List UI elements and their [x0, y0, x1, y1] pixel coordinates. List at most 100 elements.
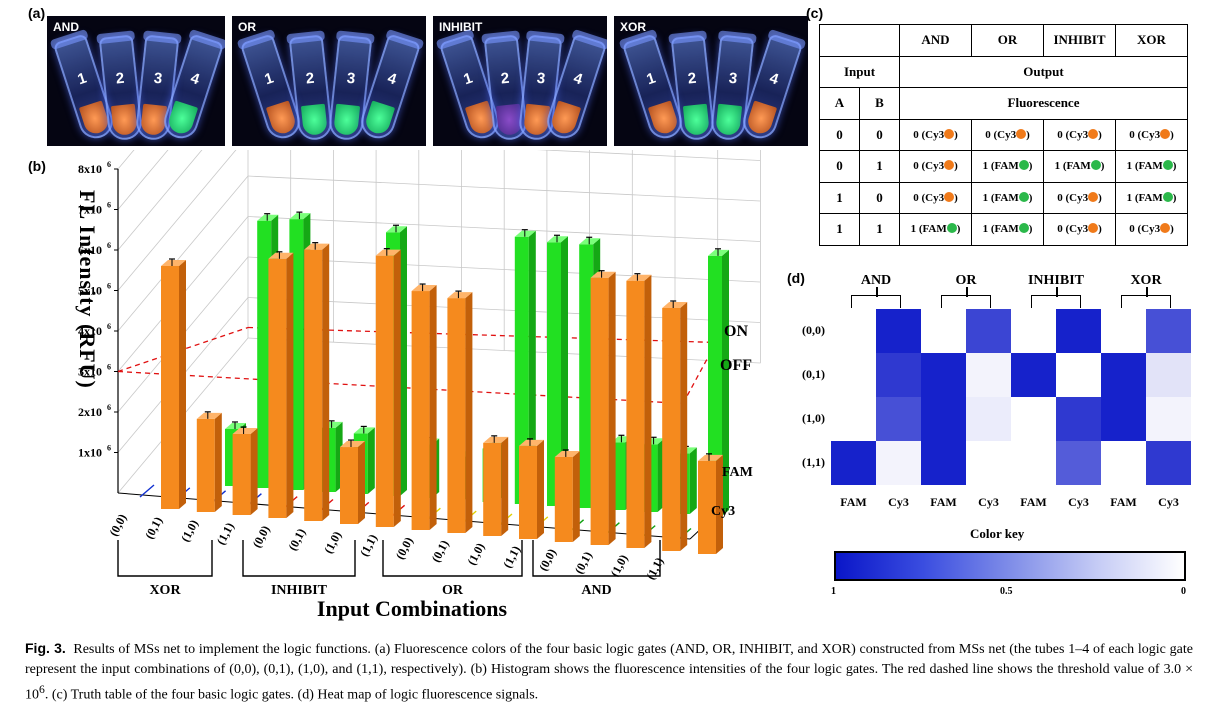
- tt-output-cell: 0 (Cy3): [899, 150, 972, 183]
- tt-input-b: 1: [859, 150, 900, 183]
- bar-cy3-front: [411, 291, 430, 530]
- bar-chart-3d: 1x10 6 2x10 6 3x10 6 4x10 6 5x10 6 6x10 6 7x10 6 8x10 6…: [75, 150, 761, 621]
- tt-output-cell: 1 (FAM): [1115, 181, 1188, 214]
- orange-dot-icon: [1160, 223, 1171, 234]
- category-label: (1,0): [607, 552, 630, 579]
- heatmap-cell: [1011, 353, 1056, 397]
- photo-or: OR 1 2 3 4: [232, 16, 426, 146]
- color-key-tick-1: 1: [831, 586, 836, 597]
- chart-bars: [161, 211, 729, 554]
- tube-number: 1: [644, 69, 658, 89]
- bar-cy3-front: [626, 280, 645, 548]
- heatmap-col-label: FAM: [1110, 495, 1137, 509]
- y-tick-label: 7x10: [78, 203, 102, 217]
- errbar-cy3: [204, 411, 211, 419]
- green-dot-icon: [1018, 223, 1029, 234]
- tube-number: 3: [536, 69, 547, 88]
- depth-label-fam: FAM: [722, 465, 753, 480]
- tt-close-paren: ): [1098, 223, 1102, 236]
- y-tick-label: 1x10: [78, 446, 102, 460]
- category-label: (1,1): [643, 555, 666, 582]
- color-key-title: Color key: [970, 526, 1025, 541]
- green-dot-icon: [1090, 160, 1101, 171]
- tt-close-paren: ): [1028, 191, 1033, 204]
- color-key-tick-0: 0: [1181, 586, 1186, 597]
- errbar-cy3: [312, 242, 319, 250]
- category-label: (1,1): [357, 532, 380, 559]
- bar-cy3-top: [304, 243, 330, 250]
- group-bracket: [242, 540, 356, 577]
- tt-output-cell: 1 (FAM): [971, 150, 1044, 183]
- errbar-cy3: [491, 435, 498, 443]
- heatmap-col-label: FAM: [840, 495, 867, 509]
- errbar-cy3: [634, 273, 641, 281]
- group-label: OR: [442, 583, 464, 598]
- category-label: (1,0): [464, 541, 487, 568]
- bar-cy3-top: [196, 412, 222, 419]
- bar-cy3-front: [519, 445, 537, 539]
- tt-gate-header: XOR: [1115, 24, 1188, 57]
- tt-output-text: 0 (Cy3: [985, 128, 1017, 141]
- errbar-cy3: [419, 283, 426, 292]
- tube-liquid: [166, 100, 199, 137]
- tt-close-paren: ): [1170, 223, 1174, 236]
- errbar-fam: [360, 425, 367, 434]
- errbar-fam: [554, 234, 560, 243]
- bar-cy3-front: [268, 258, 287, 518]
- tt-corner: [819, 24, 900, 57]
- category-label: (1,0): [178, 517, 201, 544]
- heatmap-cell: [966, 441, 1011, 485]
- tt-output-text: 1 (FAM: [982, 160, 1019, 173]
- heatmap-col-label: Cy3: [978, 495, 999, 509]
- bar-cy3-side: [572, 450, 580, 542]
- tube-number: 4: [767, 69, 781, 89]
- tube-liquid: [139, 103, 167, 136]
- heatmap-cell: [1056, 353, 1101, 397]
- bar-cy3-front: [554, 456, 573, 542]
- category-label: (1,0): [321, 529, 344, 556]
- y-tick-label: 3x10: [78, 365, 102, 379]
- bar-cy3-top: [161, 260, 186, 266]
- bar-cy3-side: [250, 428, 258, 515]
- bar-cy3: [483, 436, 509, 536]
- tt-output-text: 1 (FAM: [1126, 191, 1163, 204]
- y-tick-exp: 6: [107, 444, 111, 453]
- bar-fam: [514, 230, 536, 504]
- heatmap-cell: [831, 309, 876, 353]
- bar-cy3-top: [554, 450, 580, 457]
- tt-output-cell: 0 (Cy3): [1043, 213, 1116, 246]
- tt-output-text: 0 (Cy3: [1057, 223, 1089, 236]
- heatmap-row-label: (0,0): [802, 323, 825, 337]
- tt-gate-header: INHIBIT: [1043, 24, 1116, 57]
- group-bracket: [532, 540, 661, 577]
- heatmap-cell: [1101, 353, 1146, 397]
- tube-liquid: [715, 103, 743, 136]
- heatmap-gate-label: AND: [860, 273, 892, 288]
- tube-liquid: [300, 103, 328, 136]
- tt-output-cell: 0 (Cy3): [899, 118, 972, 151]
- green-dot-icon: [1162, 160, 1173, 171]
- caption-exp: 6: [39, 683, 45, 696]
- figure-caption: Fig. 3. Results of MSs net to implement …: [25, 638, 1193, 706]
- heatmap-cell: [966, 309, 1011, 353]
- orange-dot-icon: [1160, 128, 1171, 139]
- bar-cy3-side: [680, 302, 688, 551]
- heatmap-bracket-stem: [1146, 287, 1148, 297]
- y-tick-exp: 6: [107, 322, 111, 331]
- orange-dot-icon: [1016, 128, 1027, 139]
- heatmap-gate-label: XOR: [1130, 273, 1162, 288]
- orange-dot-icon: [1088, 128, 1099, 139]
- threshold-off-label: OFF: [720, 357, 752, 374]
- bar-cy3-side: [429, 285, 437, 530]
- tt-input-a: 1: [819, 181, 860, 214]
- bar-fam-side: [367, 427, 375, 494]
- tt-output-cell: 1 (FAM): [971, 181, 1044, 214]
- grid-line: [117, 175, 249, 332]
- bar-fam-front: [547, 242, 561, 506]
- errbar-cy3: [527, 438, 533, 446]
- category-label: (0,1): [428, 538, 451, 565]
- bar-cy3: [519, 439, 544, 539]
- grid-line: [117, 150, 237, 291]
- bar-cy3-side: [358, 441, 365, 524]
- tt-output-cell: 1 (FAM): [899, 213, 972, 246]
